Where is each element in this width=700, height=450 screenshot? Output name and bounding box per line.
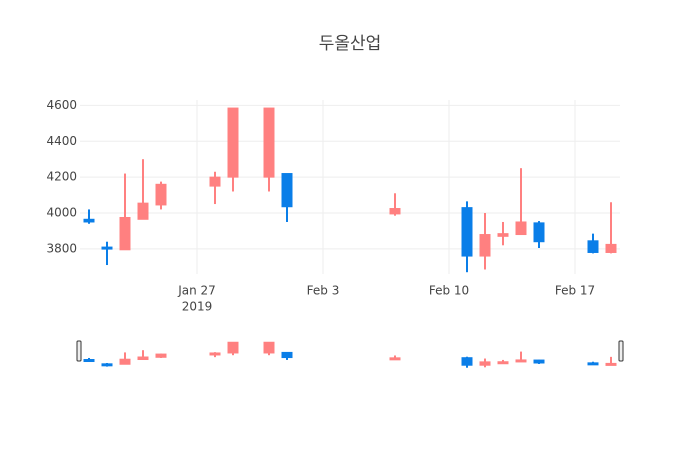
- candle-body: [587, 240, 599, 253]
- x-tick-label: Jan 27: [177, 284, 216, 298]
- x-tick-label: Feb 3: [307, 284, 340, 298]
- slider-candle-body: [155, 353, 167, 358]
- candle-body: [155, 183, 167, 206]
- y-tick-label: 4000: [46, 206, 77, 220]
- range-handle[interactable]: [618, 340, 624, 362]
- slider-candle-body: [389, 357, 401, 361]
- y-tick-label: 3800: [46, 241, 77, 255]
- candle-body: [515, 221, 527, 236]
- slider-candle-body: [137, 356, 149, 361]
- candle-body: [263, 107, 275, 178]
- y-tick-label: 4400: [46, 134, 77, 148]
- slider-candle-body: [533, 359, 545, 364]
- candle-body: [101, 246, 113, 250]
- slider-candle-body: [479, 361, 491, 366]
- candle-body: [281, 173, 293, 208]
- candle-body: [497, 233, 509, 237]
- slider-candle-body: [83, 359, 95, 363]
- candle-body: [137, 202, 149, 220]
- slider-candle-body: [587, 362, 599, 366]
- candle-body: [389, 208, 401, 215]
- slider-candle-body: [209, 352, 221, 356]
- candle-body: [605, 243, 617, 253]
- x-tick-label: Feb 17: [555, 284, 595, 298]
- candle-body: [479, 234, 491, 257]
- x-tick-year: 2019: [182, 300, 213, 314]
- candle-body: [83, 218, 95, 223]
- slider-candle-body: [227, 341, 239, 354]
- candle-body: [119, 216, 131, 251]
- x-tick-label: Feb 10: [429, 284, 469, 298]
- slider-candle-body: [119, 358, 131, 365]
- slider-candle-body: [497, 361, 509, 365]
- candle-body: [209, 176, 221, 187]
- slider-candle-body: [263, 341, 275, 354]
- chart-title: 두올산업: [319, 34, 382, 54]
- slider-candle-body: [605, 362, 617, 366]
- slider-candle-body: [101, 363, 113, 367]
- slider-candle-body: [515, 359, 527, 363]
- range-handle[interactable]: [76, 340, 82, 362]
- candle-body: [227, 107, 239, 178]
- candle-body: [461, 207, 473, 257]
- y-tick-label: 4200: [46, 170, 77, 184]
- candle-body: [533, 222, 545, 243]
- slider-candle-body: [281, 351, 293, 359]
- slider-candle-body: [461, 357, 473, 366]
- y-tick-label: 4600: [46, 98, 77, 112]
